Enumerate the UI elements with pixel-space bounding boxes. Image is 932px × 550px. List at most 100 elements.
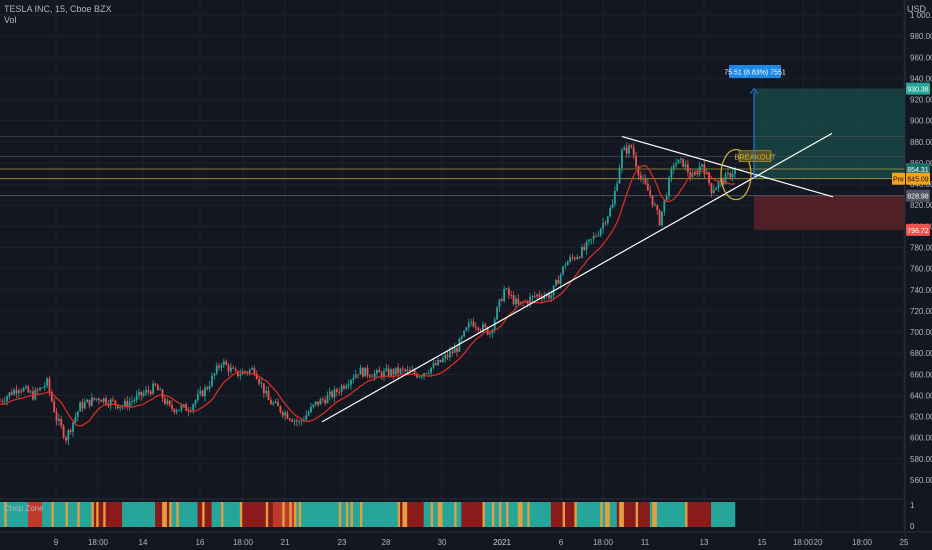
- candle: [53, 401, 56, 413]
- chop-bar: [296, 502, 300, 527]
- candle: [128, 401, 131, 407]
- candle: [218, 365, 220, 368]
- chop-bar: [202, 502, 206, 527]
- chop-bar: [527, 502, 531, 527]
- candle: [458, 338, 461, 352]
- chop-bar: [67, 502, 71, 527]
- candle: [67, 430, 70, 441]
- chop-bar: [13, 502, 17, 527]
- candle: [613, 190, 616, 204]
- symbol-title[interactable]: TESLA INC, 15, Cboe BZX: [4, 4, 112, 14]
- chop-bar: [133, 502, 137, 527]
- chop-bar: [317, 502, 321, 527]
- chop-bar: [188, 502, 192, 527]
- chop-bar: [308, 502, 312, 527]
- candle: [467, 322, 470, 328]
- candle: [595, 235, 597, 237]
- candle: [152, 383, 155, 394]
- candle: [602, 222, 604, 229]
- x-tick-label: 18:00: [88, 538, 109, 547]
- breakout-label-box: [738, 150, 772, 162]
- chop-bar: [126, 502, 130, 527]
- candle: [29, 391, 32, 393]
- candle: [255, 373, 258, 380]
- time-axis[interactable]: 9 18:00 14 16 18:00 21 23 28 30 2021 6 18:00 11 13 15 1…: [0, 531, 932, 547]
- candle: [213, 373, 216, 376]
- y-tick-label: 920.00: [910, 96, 932, 105]
- price-axis[interactable]: 1 000.00 980.00 960.00 940.00 920.00 900.00 88…: [904, 0, 932, 550]
- candle: [696, 172, 699, 175]
- candle: [274, 401, 277, 404]
- y-tick-label: 700.00: [910, 328, 932, 337]
- candle: [578, 257, 581, 258]
- candle: [399, 368, 402, 374]
- resistance-trendline: [621, 135, 834, 198]
- chop-bar: [86, 502, 90, 527]
- candle: [621, 150, 623, 168]
- chop-bar: [708, 502, 712, 527]
- volume-label[interactable]: Vol: [4, 15, 17, 25]
- breakout-label: BREAKOUT: [734, 153, 776, 162]
- chop-bar: [4, 502, 8, 527]
- chop-bar: [696, 502, 700, 527]
- chop-bar: [418, 502, 422, 527]
- candle: [465, 327, 468, 331]
- candle: [251, 368, 253, 370]
- entry-low-price-tag-box: [906, 189, 930, 202]
- chop-bar: [711, 502, 714, 527]
- drawings[interactable]: BREAKOUT 75.51 (8.83%) 7551: [321, 65, 834, 423]
- chop-bar: [541, 502, 545, 527]
- measure-label-box: [729, 65, 781, 78]
- candle: [451, 351, 454, 353]
- pre-tag: Pre: [893, 177, 904, 184]
- chop-bar: [261, 502, 265, 527]
- candle: [474, 326, 477, 328]
- candle: [729, 173, 732, 178]
- candle: [373, 373, 376, 378]
- candle: [371, 376, 374, 378]
- y-tick-label: 720.00: [910, 307, 932, 316]
- candle: [507, 288, 510, 295]
- entry-price-tag-box: [906, 172, 930, 185]
- candle: [300, 420, 303, 422]
- candle: [48, 378, 51, 392]
- chop-bar: [729, 502, 733, 527]
- x-tick-label: 18:00: [233, 538, 254, 547]
- chop-bar: [414, 502, 418, 527]
- candle: [50, 391, 53, 402]
- chop-bar: [60, 502, 64, 527]
- chop-bar: [23, 502, 27, 527]
- chop-bar: [649, 502, 653, 527]
- indicator-tick-label: 1: [910, 501, 915, 510]
- candle: [453, 347, 456, 353]
- indicator-label[interactable]: Chop Zone: [4, 504, 44, 513]
- chop-bar: [166, 502, 170, 527]
- candle: [171, 404, 173, 409]
- chop-bar: [656, 502, 660, 527]
- candle: [126, 400, 129, 407]
- candle: [326, 395, 329, 404]
- chop-bar: [600, 502, 604, 527]
- candle: [55, 412, 58, 421]
- candle: [267, 390, 270, 401]
- chop-bar: [195, 502, 199, 527]
- chop-bar: [470, 502, 474, 527]
- chop-bar: [661, 502, 665, 527]
- chop-bar: [303, 502, 307, 527]
- candle: [425, 373, 428, 374]
- candle: [333, 389, 336, 398]
- y-tick-label: 780.00: [910, 244, 932, 253]
- chop-bar: [49, 502, 53, 527]
- candle: [3, 401, 6, 403]
- candle: [708, 172, 710, 184]
- chop-bar: [437, 502, 441, 527]
- candle: [343, 385, 345, 389]
- chop-bar: [289, 502, 293, 527]
- chop-bar: [590, 502, 594, 527]
- chop-bar: [444, 502, 448, 527]
- chop-bar: [670, 502, 674, 527]
- chop-bar: [699, 502, 703, 527]
- chop-bar: [433, 502, 437, 527]
- x-tick-label: 18:00: [793, 538, 814, 547]
